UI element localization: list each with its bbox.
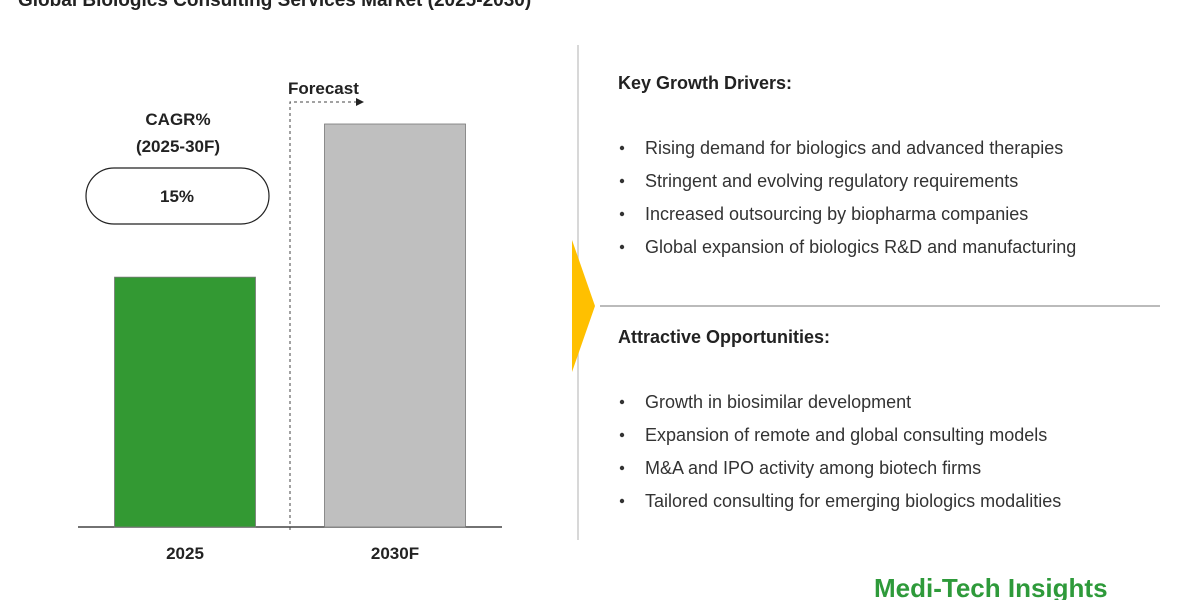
bullet [619, 244, 625, 250]
forecast-label: Forecast [288, 79, 359, 98]
pointer [572, 240, 595, 372]
list-item: Rising demand for biologics and advanced… [645, 138, 1063, 158]
bullet [619, 178, 625, 184]
brand-logo: Medi-Tech Insights [874, 573, 1108, 600]
list-item: Growth in biosimilar development [645, 392, 911, 412]
list-item: Expansion of remote and global consultin… [645, 425, 1047, 445]
bullet [619, 432, 625, 438]
opportunities-heading: Attractive Opportunities: [618, 327, 830, 347]
bullet [619, 145, 625, 151]
cagr-period: (2025-30F) [136, 137, 220, 156]
forecast-arrow [289, 98, 364, 530]
list-item: Global expansion of biologics R&D and ma… [645, 237, 1076, 257]
bar [324, 123, 466, 528]
list-item: M&A and IPO activity among biotech firms [645, 458, 981, 478]
bullet [619, 399, 625, 405]
chart-title: Global Biologics Consulting Services Mar… [18, 0, 531, 11]
list-item: Tailored consulting for emerging biologi… [645, 491, 1061, 511]
cagr-label: CAGR% [145, 110, 210, 129]
bullet [619, 498, 625, 504]
cagr-pill [85, 167, 270, 225]
bullet [619, 465, 625, 471]
x-tick-label: 2025 [166, 544, 204, 563]
cagr-value: 15% [160, 187, 194, 206]
list-item: Increased outsourcing by biopharma compa… [645, 204, 1028, 224]
bar [114, 276, 256, 528]
bullet [619, 211, 625, 217]
drivers-heading: Key Growth Drivers: [618, 73, 792, 93]
x-tick-label: 2030F [371, 544, 419, 563]
list-item: Stringent and evolving regulatory requir… [645, 171, 1018, 191]
